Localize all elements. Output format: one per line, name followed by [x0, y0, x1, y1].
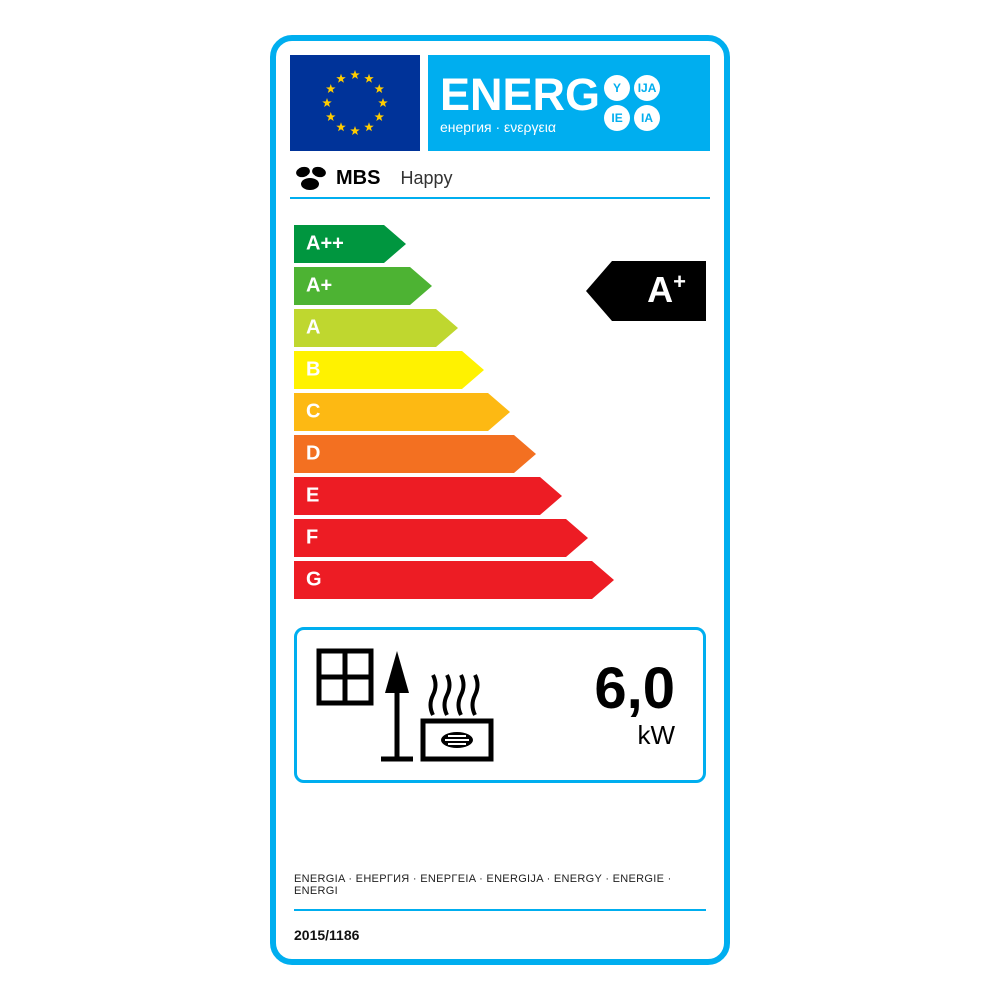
brand-name: MBS — [336, 167, 380, 190]
rating-arrow — [294, 519, 588, 557]
rating-class-label: A — [306, 317, 320, 340]
rating-class-label: G — [306, 569, 322, 592]
rating-row: A++ — [294, 225, 706, 263]
rating-arrow — [294, 351, 484, 389]
energ-suffix: IE — [604, 105, 630, 131]
rating-arrow — [294, 561, 614, 599]
brand-logo: MBS — [294, 165, 380, 191]
rating-class-label: A+ — [306, 275, 332, 298]
rating-row: A+ — [294, 267, 706, 305]
rating-row: F — [294, 519, 706, 557]
regulation-number: 2015/1186 — [294, 927, 706, 943]
rating-row: G — [294, 561, 706, 599]
rating-row: B — [294, 351, 706, 389]
rating-class-label: C — [306, 401, 320, 424]
rating-row: E — [294, 477, 706, 515]
energy-languages: ENERGIA · ЕНЕРГИЯ · ΕΝΕΡΓΕΙΑ · ENERGIJA … — [294, 873, 706, 911]
rating-row: C — [294, 393, 706, 431]
energy-label: ENERG енергия · ενεργεια YIJAIEIA MBS Ha… — [270, 35, 730, 965]
energ-title: ENERG — [440, 72, 600, 117]
rating-class-label: A++ — [306, 233, 344, 256]
energ-subtitle: енергия · ενεργεια — [440, 119, 600, 135]
brand-row: MBS Happy — [290, 151, 710, 199]
rating-arrow — [294, 477, 562, 515]
rating-arrow — [294, 435, 536, 473]
rating-row: D — [294, 435, 706, 473]
footer: ENERGIA · ЕНЕРГИЯ · ΕΝΕΡΓΕΙΑ · ENERGIJA … — [290, 873, 710, 945]
power-value: 6,0 kW — [594, 660, 675, 751]
energ-suffix: Y — [604, 75, 630, 101]
rating-class-label: F — [306, 527, 318, 550]
brand-dots-icon — [294, 165, 330, 191]
power-unit: kW — [594, 720, 675, 751]
heater-icons — [315, 645, 505, 765]
power-number: 6,0 — [594, 660, 675, 718]
rating-arrow — [294, 393, 510, 431]
power-box: 6,0 kW — [294, 627, 706, 783]
model-name: Happy — [400, 168, 452, 189]
rating-class-label: D — [306, 443, 320, 466]
energ-suffix: IA — [634, 105, 660, 131]
rating-row: A — [294, 309, 706, 347]
rating-class-label: B — [306, 359, 320, 382]
eu-flag-icon — [290, 55, 420, 151]
header: ENERG енергия · ενεργεια YIJAIEIA — [290, 55, 710, 151]
rating-scale: A+ A++A+ABCDEFG — [290, 199, 710, 621]
energ-suffixes: YIJAIEIA — [604, 75, 660, 131]
energ-suffix: IJA — [634, 75, 660, 101]
energ-banner: ENERG енергия · ενεργεια YIJAIEIA — [428, 55, 710, 151]
energ-text: ENERG енергия · ενεργεια — [440, 72, 600, 135]
rating-class-label: E — [306, 485, 319, 508]
